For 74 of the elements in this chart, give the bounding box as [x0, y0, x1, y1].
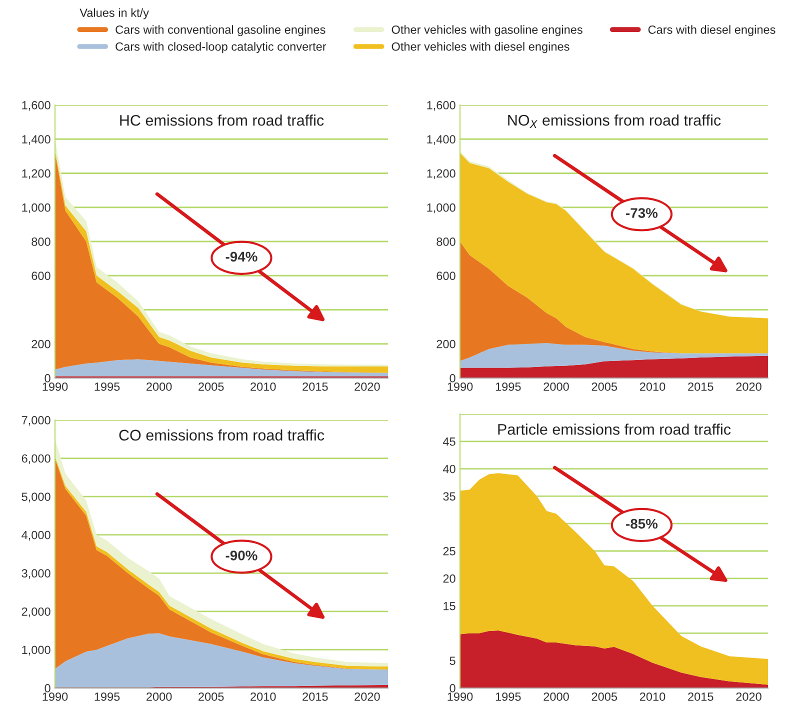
- y-tick-label: 1,400: [427, 135, 456, 145]
- y-tick-label: 1,400: [22, 135, 50, 145]
- x-tick-label: 2000: [544, 382, 569, 391]
- chart-title: HC emissions from road traffic: [120, 114, 324, 126]
- legend-title: Values in kt/y: [80, 8, 149, 20]
- y-tick-label: 1,000: [22, 646, 50, 656]
- x-tick-label: 2005: [592, 692, 618, 701]
- x-tick-label: 2015: [688, 382, 714, 391]
- y-tick-label: 0: [44, 374, 50, 382]
- y-tick-label: 1,600: [427, 101, 456, 111]
- x-tick-label: 2005: [592, 382, 618, 391]
- x-tick-label: 1995: [94, 692, 120, 701]
- y-tick-label: 1,000: [427, 203, 456, 214]
- y-tick-label: 45: [442, 438, 456, 446]
- chart-title: CO emissions from road traffic: [119, 429, 324, 441]
- y-tick-label: 1,000: [22, 203, 50, 214]
- x-tick-label: 2020: [736, 692, 762, 701]
- x-tick-label: 2005: [198, 692, 224, 701]
- x-tick-label: 2015: [688, 692, 714, 701]
- x-tick-label: 1990: [42, 692, 68, 701]
- x-tick-label: 2010: [640, 692, 666, 701]
- y-tick-label: 25: [443, 547, 456, 556]
- legend-label: Other vehicles with diesel engines: [392, 42, 570, 54]
- annotation: -90%: [226, 550, 258, 560]
- y-tick-label: 600: [32, 272, 50, 280]
- x-tick-label: 2020: [736, 382, 762, 391]
- y-tick-label: 6,000: [22, 454, 50, 464]
- y-tick-label: 40: [442, 464, 456, 474]
- y-tick-label: 0: [44, 684, 50, 692]
- x-tick-label: 2015: [302, 692, 328, 701]
- x-tick-label: 1995: [496, 382, 521, 391]
- text: NO$_{X}$ emissions from road traffic: [508, 114, 721, 128]
- y-tick-label: 4,000: [22, 530, 50, 541]
- x-tick-label: 2010: [640, 382, 666, 391]
- x-tick-label: 2020: [354, 382, 380, 391]
- x-tick-label: 2020: [354, 692, 380, 701]
- x-tick-label: 1990: [448, 382, 473, 391]
- legend-label: Other vehicles with gasoline engines: [392, 25, 582, 36]
- x-tick-label: 1990: [42, 382, 68, 391]
- y-tick-label: 0: [450, 684, 456, 692]
- x-tick-label: 2005: [198, 382, 224, 391]
- y-tick-label: 15: [444, 602, 456, 610]
- x-tick-label: 1995: [94, 382, 120, 391]
- y-tick-label: 600: [436, 272, 456, 280]
- x-tick-label: 2010: [250, 692, 276, 701]
- x-tick-label: 1995: [496, 692, 521, 701]
- x-tick-label: 2000: [146, 382, 172, 391]
- y-tick-label: 200: [32, 340, 50, 348]
- legend-label: Cars with closed-loop catalytic converter: [116, 42, 326, 54]
- y-tick-label: 200: [436, 340, 456, 348]
- x-tick-label: 2000: [146, 692, 172, 701]
- y-tick-label: 7,000: [22, 416, 50, 426]
- annotation: -94%: [226, 252, 258, 262]
- chart-title: Particle emissions from road traffic: [498, 424, 731, 435]
- y-tick-label: 800: [436, 238, 456, 246]
- x-tick-label: 2010: [250, 382, 276, 391]
- y-tick-label: 1,200: [22, 169, 50, 180]
- y-tick-label: 800: [32, 238, 50, 246]
- y-tick-label: 1,600: [22, 101, 50, 111]
- y-tick-label: 0: [450, 374, 456, 382]
- legend-label: Cars with conventional gasoline engines: [116, 25, 326, 36]
- y-tick-label: 2,000: [22, 607, 50, 618]
- legend-label: Cars with diesel engines: [648, 25, 776, 36]
- y-tick-label: 1,200: [427, 169, 456, 180]
- y-tick-label: 5: [450, 656, 456, 665]
- x-tick-label: 2015: [302, 382, 328, 391]
- annotation: -85%: [626, 518, 658, 529]
- annotation: -73%: [626, 208, 658, 218]
- x-tick-label: 2000: [544, 692, 569, 701]
- y-tick-label: 3,000: [22, 569, 50, 579]
- x-tick-label: 1990: [448, 692, 473, 701]
- y-tick-label: 5,000: [22, 492, 50, 502]
- y-tick-label: 35: [443, 492, 456, 501]
- y-tick-label: 20: [443, 574, 456, 583]
